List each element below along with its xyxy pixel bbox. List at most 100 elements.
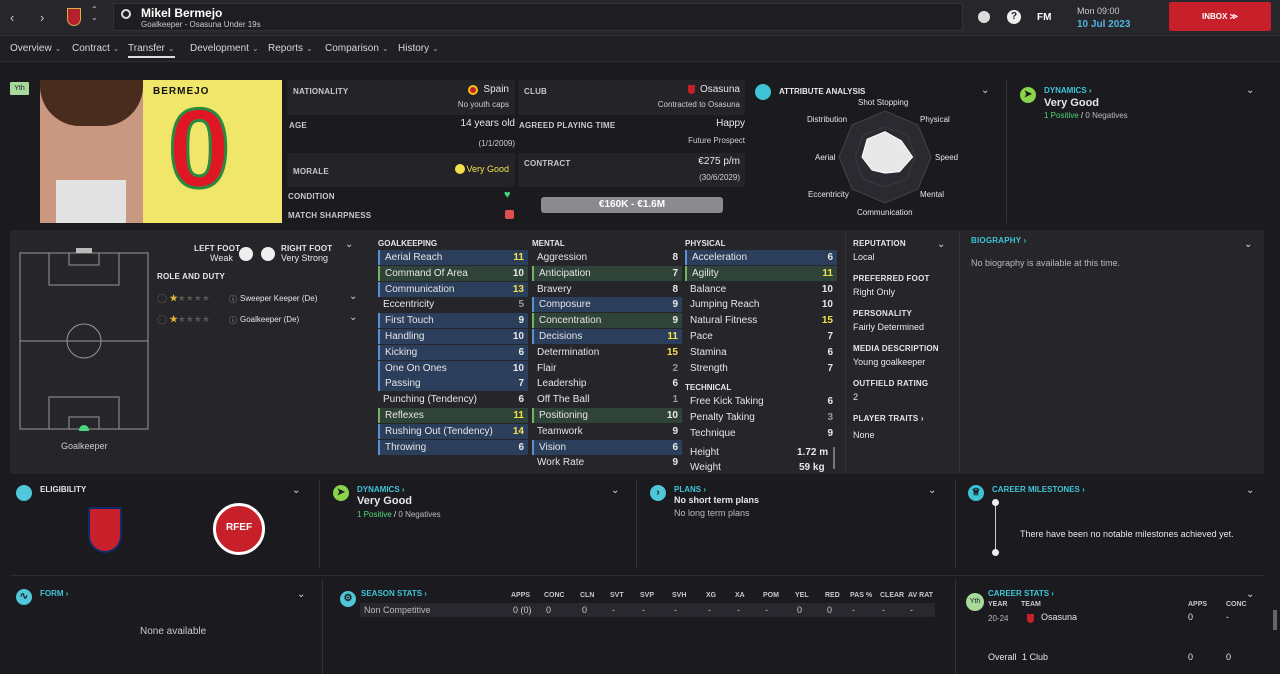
dynamics2-title[interactable]: DYNAMICS ›	[357, 485, 405, 494]
mental-row[interactable]: Determination 15	[532, 345, 682, 360]
goalkeeping-row[interactable]: Eccentricity 5	[378, 297, 528, 312]
tab-contract[interactable]: Contract ⌄	[72, 43, 120, 54]
info-icon: ⓘ	[229, 295, 237, 304]
role-2-chevron-icon[interactable]: ⌄	[349, 312, 358, 323]
tab-development[interactable]: Development ⌄	[190, 43, 259, 54]
inbox-button[interactable]: INBOX ≫	[1169, 2, 1271, 31]
scrollbar[interactable]	[833, 447, 835, 469]
mental-row[interactable]: Vision 6	[532, 439, 682, 455]
tab-comparison[interactable]: Comparison ⌄	[325, 43, 389, 54]
tab-history[interactable]: History ⌄	[398, 43, 439, 54]
tab-transfer[interactable]: Transfer ⌄	[128, 43, 175, 58]
goalkeeping-row[interactable]: Communication 13	[378, 281, 528, 297]
mental-row[interactable]: Decisions 11	[532, 329, 682, 344]
goalkeeping-row[interactable]: One On Ones 10	[378, 360, 528, 376]
physical-label: Stamina	[690, 346, 727, 358]
goalkeeping-row[interactable]: Throwing 6	[378, 439, 528, 455]
mental-row[interactable]: Bravery 8	[532, 282, 682, 297]
dynamics2-chevron-icon[interactable]: ⌄	[611, 485, 620, 496]
tab-reports[interactable]: Reports ⌄	[268, 43, 313, 54]
role-1-name[interactable]: Sweeper Keeper (De)	[240, 294, 318, 303]
forward-arrow-icon[interactable]: ›	[40, 10, 45, 25]
search-box[interactable]	[113, 3, 963, 31]
pitch-position-label: Goalkeeper	[61, 441, 108, 451]
goalkeeping-row[interactable]: Kicking 6	[378, 344, 528, 360]
mental-row[interactable]: Positioning 10	[532, 408, 682, 423]
morale-cell[interactable]: MORALE Very Good	[287, 153, 515, 187]
physical-row[interactable]: Agility 11	[685, 265, 837, 281]
goalkeeping-row[interactable]: Handling 10	[378, 329, 528, 344]
nationality-value[interactable]: Spain	[483, 84, 509, 95]
calendar-date[interactable]: 10 Jul 2023	[1077, 19, 1131, 30]
trophy-icon[interactable]	[978, 11, 990, 23]
physical-row[interactable]: Stamina 6	[685, 345, 837, 360]
mental-row[interactable]: Leadership 6	[532, 376, 682, 391]
plans-chevron-icon[interactable]: ⌄	[928, 485, 937, 496]
season-stats-title[interactable]: SEASON STATS ›	[361, 589, 427, 598]
goalkeeping-row[interactable]: Aerial Reach 11	[378, 250, 528, 265]
milestones-title[interactable]: CAREER MILESTONES ›	[992, 485, 1085, 494]
mental-label: Determination	[537, 346, 600, 358]
dynamics-chevron-icon[interactable]: ⌄	[1246, 85, 1255, 96]
form-chevron-icon[interactable]: ⌄	[297, 589, 306, 600]
goalkeeping-row[interactable]: Rushing Out (Tendency) 14	[378, 423, 528, 439]
technical-row[interactable]: Penalty Taking 3	[685, 410, 837, 425]
club-crest-icon[interactable]	[67, 8, 81, 26]
mental-row[interactable]: Concentration 9	[532, 313, 682, 329]
career-chevron-icon[interactable]: ⌄	[1246, 589, 1255, 600]
chevron-updown-icon[interactable]: ⌃ ⌄	[91, 5, 98, 22]
search-icon[interactable]	[121, 9, 131, 19]
player-face	[40, 80, 143, 223]
season-row[interactable]	[360, 603, 935, 617]
traits-label[interactable]: PLAYER TRAITS ›	[853, 414, 924, 423]
physical-row[interactable]: Natural Fitness 15	[685, 313, 837, 328]
dynamics2-counts: 1 Positive / 0 Negatives	[357, 510, 441, 519]
career-stats-title[interactable]: CAREER STATS ›	[988, 589, 1054, 598]
help-icon[interactable]: ?	[1007, 10, 1021, 24]
mental-row[interactable]: Work Rate 9	[532, 455, 682, 470]
tab-overview[interactable]: Overview ⌄	[10, 43, 62, 54]
biography-chevron-icon[interactable]: ⌄	[1244, 239, 1253, 250]
career-team[interactable]: Osasuna	[1041, 612, 1078, 622]
biography-title[interactable]: BIOGRAPHY ›	[971, 236, 1027, 245]
goalkeeping-label: First Touch	[385, 315, 434, 327]
goalkeeping-row[interactable]: Reflexes 11	[378, 408, 528, 423]
pitch-diagram[interactable]	[19, 247, 149, 431]
season-stats-icon: ⚙	[340, 591, 356, 607]
role-2-name[interactable]: Goalkeeper (De)	[240, 315, 300, 324]
analysis-chevron-icon[interactable]: ⌄	[981, 85, 990, 96]
feet-chevron-icon[interactable]: ⌄	[345, 239, 354, 250]
goalkeeping-row[interactable]: First Touch 9	[378, 313, 528, 329]
mental-value: 9	[672, 315, 678, 327]
physical-row[interactable]: Acceleration 6	[685, 250, 837, 265]
mental-row[interactable]: Aggression 8	[532, 250, 682, 265]
technical-row[interactable]: Free Kick Taking 6	[685, 394, 837, 409]
goalkeeping-row[interactable]: Punching (Tendency) 6	[378, 392, 528, 407]
mental-row[interactable]: Flair 2	[532, 361, 682, 376]
physical-row[interactable]: Strength 7	[685, 361, 837, 376]
technical-row[interactable]: Technique 9	[685, 426, 837, 441]
club-value[interactable]: Osasuna	[699, 84, 740, 95]
reputation-chevron-icon[interactable]: ⌄	[937, 239, 946, 250]
physical-row[interactable]: Jumping Reach 10	[685, 297, 837, 312]
mental-row[interactable]: Composure 9	[532, 297, 682, 313]
value-pill[interactable]: €160K - €1.6M	[541, 197, 723, 213]
fm-logo[interactable]: FM	[1037, 12, 1052, 23]
mental-row[interactable]: Off The Ball 1	[532, 392, 682, 407]
eligibility-chevron-icon[interactable]: ⌄	[292, 485, 301, 496]
mental-row[interactable]: Teamwork 9	[532, 424, 682, 439]
plans-title[interactable]: PLANS ›	[674, 485, 707, 494]
goalkeeping-row[interactable]: Command Of Area 10	[378, 265, 528, 281]
page-scrollbar[interactable]	[1273, 610, 1277, 630]
physical-row[interactable]: Pace 7	[685, 329, 837, 344]
back-arrow-icon[interactable]: ‹	[10, 10, 15, 25]
role-1-chevron-icon[interactable]: ⌄	[349, 291, 358, 302]
contract-cell[interactable]: CONTRACT €275 p/m (30/6/2029)	[518, 153, 745, 187]
physical-row[interactable]: Balance 10	[685, 282, 837, 297]
goalkeeping-row[interactable]: Passing 7	[378, 376, 528, 392]
calendar-day[interactable]: Mon 09:00	[1077, 6, 1120, 16]
dynamics-title[interactable]: DYNAMICS ›	[1044, 86, 1092, 95]
mental-row[interactable]: Anticipation 7	[532, 265, 682, 281]
form-title[interactable]: FORM ›	[40, 589, 69, 598]
milestones-chevron-icon[interactable]: ⌄	[1246, 485, 1255, 496]
